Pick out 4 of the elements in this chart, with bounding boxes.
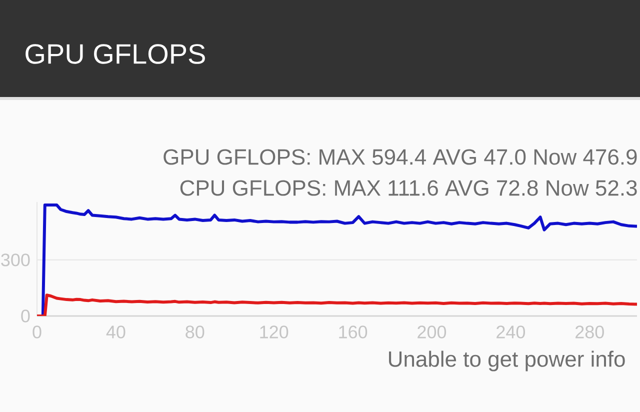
text: CPU GFLOPS: MAX 111.6 AVG 72.8 Now 52.3	[180, 180, 637, 196]
chart-title: GPU GFLOPS	[26, 44, 205, 64]
text: GPU GFLOPS: MAX 594.4 AVG 47.0 Now 476.9	[164, 149, 637, 165]
text: Unable to get power info	[389, 350, 625, 372]
